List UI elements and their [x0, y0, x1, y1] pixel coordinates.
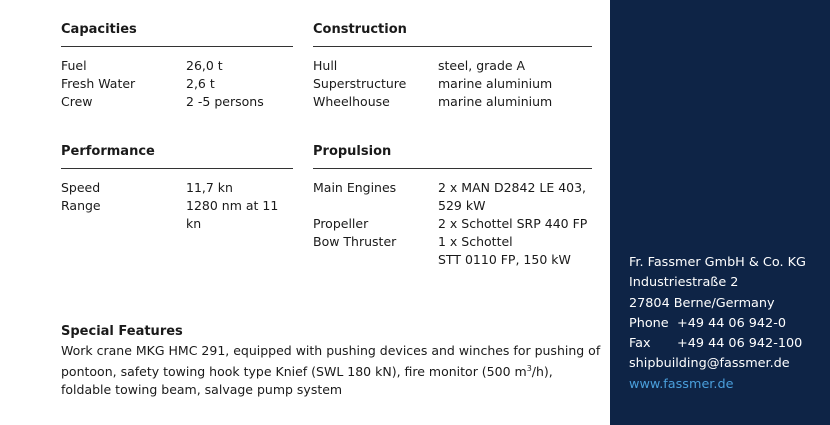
- spec-row: Speed 11,7 kn: [61, 179, 293, 197]
- propulsion-section: Propulsion Main Engines 2 x MAN D2842 LE …: [313, 144, 592, 269]
- divider: [313, 46, 592, 47]
- spec-value-line: marine aluminium: [438, 76, 553, 91]
- section-title: Performance: [61, 144, 155, 159]
- spec-row: Crew 2 -5 persons: [61, 93, 293, 111]
- section-title: Capacities: [61, 22, 137, 37]
- spec-value: 2 x MAN D2842 LE 403, 529 kW: [438, 179, 592, 215]
- fax-line: Fax +49 44 06 942-100: [629, 336, 803, 352]
- spec-value-line: 529 kW: [438, 198, 486, 213]
- spec-row: Bow Thruster 1 x Schottel STT 0110 FP, 150…: [313, 233, 592, 269]
- spec-row: Fresh Water 2,6 t: [61, 75, 293, 93]
- spec-row: Propeller 2 x Schottel SRP 440 FP: [313, 215, 592, 233]
- spec-value: 11,7 kn: [186, 179, 293, 197]
- spec-value: 1 x Schottel STT 0110 FP, 150 kW: [438, 233, 592, 269]
- fax-number: +49 44 06 942-100: [677, 336, 803, 352]
- spec-label: Superstructure: [313, 76, 407, 91]
- special-features-section: Special Features Work crane MKG HMC 291,…: [61, 324, 601, 399]
- spec-label: Crew: [61, 94, 93, 109]
- section-title: Special Features: [61, 324, 183, 339]
- city-address: 27804 Berne/Germany: [629, 295, 775, 311]
- spec-row: Hull steel, grade A: [313, 57, 592, 75]
- spec-value-line: 2,6 t: [186, 76, 215, 91]
- spec-row: Main Engines 2 x MAN D2842 LE 403, 529 kW: [313, 179, 592, 215]
- spec-value: 1280 nm at 11 kn: [186, 197, 293, 233]
- spec-value-line: STT 0110 FP, 150 kW: [438, 252, 571, 267]
- spec-value-line: 2 x MAN D2842 LE 403,: [438, 180, 587, 195]
- website-link[interactable]: www.fassmer.de: [629, 376, 734, 392]
- divider: [313, 168, 592, 169]
- section-title: Propulsion: [313, 144, 392, 159]
- spec-value-line: 1280 nm at 11 kn: [186, 198, 279, 231]
- street-address: Industriestraße 2: [629, 275, 739, 291]
- spec-row: Range 1280 nm at 11 kn: [61, 197, 293, 233]
- performance-section: Performance Speed 11,7 kn Range 1280 nm at …: [61, 144, 293, 233]
- spec-value-line: marine aluminium: [438, 94, 553, 109]
- spec-value-line: 2 x Schottel SRP 440 FP: [438, 216, 588, 231]
- spec-label: Bow Thruster: [313, 234, 397, 249]
- spec-value: 2 x Schottel SRP 440 FP: [438, 215, 592, 233]
- spec-label: Speed: [61, 180, 101, 195]
- construction-section: Construction Hull steel, grade A Superstru…: [313, 22, 592, 111]
- spec-value-line: 26,0 t: [186, 58, 223, 73]
- phone-line: Phone +49 44 06 942-0: [629, 315, 786, 331]
- spec-value: 2,6 t: [186, 75, 293, 93]
- divider: [61, 168, 293, 169]
- email-link[interactable]: shipbuilding@fassmer.de: [629, 356, 790, 372]
- spec-label: Range: [61, 198, 101, 213]
- spec-value-line: 11,7 kn: [186, 180, 233, 195]
- phone-number: +49 44 06 942-0: [677, 315, 786, 331]
- spec-value-line: 1 x Schottel: [438, 234, 513, 249]
- spec-value: 26,0 t: [186, 57, 293, 75]
- spec-value: marine aluminium: [438, 93, 592, 111]
- section-title: Construction: [313, 22, 407, 37]
- spec-row: Wheelhouse marine aluminium: [313, 93, 592, 111]
- spec-label: Fuel: [61, 58, 87, 73]
- spec-label: Propeller: [313, 216, 369, 231]
- spec-row: Superstructure marine aluminium: [313, 75, 592, 93]
- spec-label: Fresh Water: [61, 76, 136, 91]
- special-features-text: Work crane MKG HMC 291, equipped with pu…: [61, 343, 601, 398]
- spec-label: Hull: [313, 58, 338, 73]
- spec-value-line: 2 -5 persons: [186, 94, 264, 109]
- capacities-section: Capacities Fuel 26,0 t Fresh Water 2,6 t Cre…: [61, 22, 293, 111]
- company-name: Fr. Fassmer GmbH & Co. KG: [629, 255, 806, 270]
- contact-panel: Fr. Fassmer GmbH & Co. KG Industriestraß…: [610, 0, 830, 425]
- spec-value: steel, grade A: [438, 57, 592, 75]
- spec-label: Wheelhouse: [313, 94, 390, 109]
- spec-row: Fuel 26,0 t: [61, 57, 293, 75]
- spec-value: 2 -5 persons: [186, 93, 293, 111]
- spec-value-line: steel, grade A: [438, 58, 526, 73]
- spec-label: Main Engines: [313, 180, 397, 195]
- divider: [61, 46, 293, 47]
- spec-value: marine aluminium: [438, 75, 592, 93]
